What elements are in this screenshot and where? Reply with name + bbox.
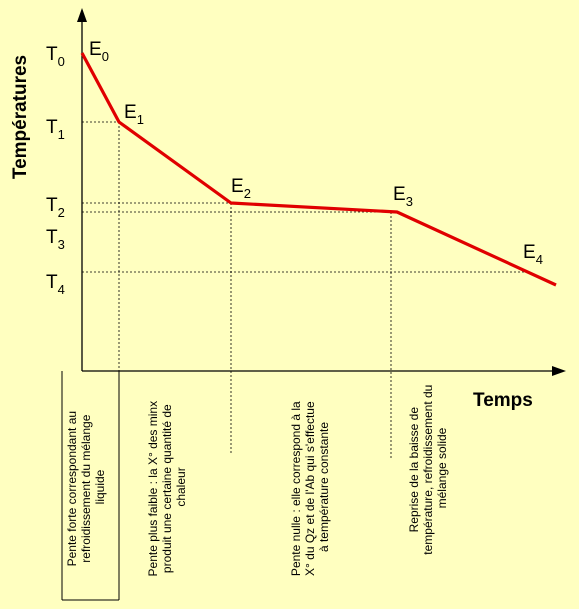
temperature-label-t0: T0 (46, 44, 65, 69)
cooling-curve (80, 52, 557, 287)
point-label-e0: E0 (89, 39, 109, 64)
y-axis-arrowhead (77, 8, 87, 22)
temperature-label-t3: T3 (46, 227, 65, 252)
annotation-phase-4: Reprise de la baisse de température, ref… (407, 381, 449, 554)
point-label-e2: E2 (231, 176, 251, 201)
annotation-phase-1: Pente forte correspondant au refroidisse… (65, 408, 107, 567)
point-label-e3: E3 (393, 184, 413, 209)
point-label-e4: E4 (523, 242, 543, 267)
temperature-label-t1: T1 (46, 117, 65, 142)
annotation-phase-2: Pente plus faible : la X° des minx produ… (146, 398, 188, 577)
temperature-label-t2: T2 (46, 195, 65, 220)
annotation-phase-3: Pente nulle : elle correspond à la X° du… (289, 398, 331, 576)
temperature-label-t4: T4 (46, 272, 65, 297)
x-axis-arrowhead (552, 366, 566, 376)
x-axis-title: Temps (473, 390, 533, 411)
point-label-e1: E1 (124, 102, 144, 127)
y-axis-title: Températures (10, 55, 31, 179)
